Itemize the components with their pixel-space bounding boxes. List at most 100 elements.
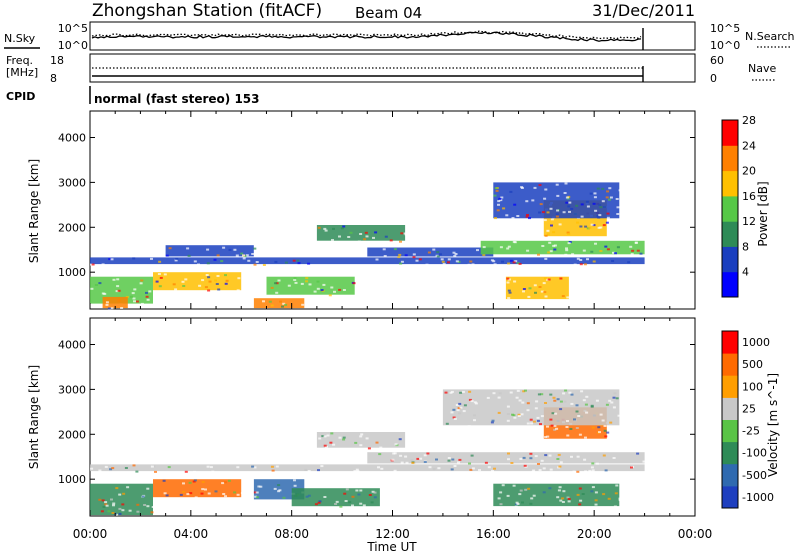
power-speckle <box>208 280 212 283</box>
velocity-speckle <box>150 511 154 514</box>
velocity-data-cells <box>90 389 646 516</box>
power-speckle <box>609 196 613 199</box>
velocity-speckle <box>487 466 491 469</box>
power-speckle <box>275 282 279 285</box>
velocity-speckle <box>614 492 618 495</box>
power-speckle <box>132 257 136 260</box>
velocity-speckle <box>435 458 438 461</box>
velocity-speckle <box>271 469 275 472</box>
velocity-speckle <box>522 456 526 459</box>
velocity-cell-7 <box>493 483 620 507</box>
velocity-speckle <box>118 512 122 515</box>
velocity-speckle <box>405 461 409 464</box>
velocity-speckle <box>548 454 552 457</box>
power-speckle <box>585 200 589 203</box>
velocity-speckle <box>227 479 231 482</box>
power-speckle <box>338 235 341 238</box>
power-speckle <box>584 225 588 228</box>
power-speckle <box>447 258 451 261</box>
velocity-speckle <box>512 484 516 487</box>
power-ytick-label-0: 1000 <box>58 266 86 279</box>
velocity-speckle <box>462 410 466 413</box>
power-speckle <box>495 189 499 192</box>
velocity-speckle <box>615 397 619 400</box>
velocity-speckle <box>515 501 519 504</box>
power-speckle <box>375 258 379 261</box>
velocity-ytick-label-0: 1000 <box>58 473 86 486</box>
velocity-speckle <box>604 435 608 438</box>
velocity-speckle <box>359 502 363 505</box>
power-speckle <box>605 221 609 224</box>
power-speckle <box>498 197 502 200</box>
velocity-speckle <box>618 499 622 502</box>
power-speckle <box>561 295 565 298</box>
velocity-speckle <box>598 431 601 434</box>
velocity-speckle <box>110 498 113 501</box>
power-speckle <box>242 257 246 260</box>
velocity-speckle <box>564 389 568 392</box>
power-speckle <box>528 287 532 290</box>
power-colorbar-swatches: 4 8 12 16 20 24 28 <box>721 114 756 298</box>
velocity-speckle <box>594 503 598 506</box>
velocity-speckle <box>542 491 546 494</box>
velocity-speckle <box>463 404 467 407</box>
power-speckle <box>340 227 344 230</box>
velocity-speckle <box>458 412 462 415</box>
velocity-speckle <box>115 513 119 516</box>
velocity-speckle <box>126 486 130 489</box>
power-speckle <box>279 300 282 303</box>
velocity-speckle <box>121 503 125 506</box>
freq-label-top: Freq. <box>6 54 33 67</box>
velocity-colorbar-frame <box>721 330 739 509</box>
power-speckle <box>543 291 547 294</box>
velocity-ytick-label-2: 3000 <box>58 383 86 396</box>
velocity-speckle <box>506 405 510 408</box>
velocity-colorbar-tick-3: 25 <box>742 402 756 415</box>
power-speckle <box>497 200 501 203</box>
velocity-speckle <box>124 467 128 469</box>
power-speckle <box>508 291 512 294</box>
power-speckle <box>307 262 311 265</box>
velocity-speckle <box>121 509 125 512</box>
velocity-speckle <box>399 454 403 457</box>
velocity-speckle <box>473 419 476 422</box>
velocity-speckle <box>609 421 613 424</box>
power-speckle <box>606 190 610 193</box>
power-speckle <box>240 252 244 255</box>
freq-panel-frame <box>89 53 696 83</box>
power-speckle <box>174 288 178 291</box>
power-speckle <box>542 282 546 285</box>
velocity-speckle <box>468 390 472 393</box>
velocity-speckle <box>154 470 157 473</box>
power-speckle <box>567 232 571 235</box>
power-speckle <box>277 279 281 282</box>
velocity-colorbar-tick-7: -1000 <box>742 491 774 504</box>
velocity-speckle <box>393 469 397 472</box>
power-speckle <box>115 290 119 293</box>
velocity-speckle <box>582 399 586 402</box>
velocity-speckle <box>104 465 108 468</box>
power-speckle <box>323 227 327 230</box>
power-speckle <box>618 189 622 192</box>
power-speckle <box>135 300 139 303</box>
velocity-speckle <box>357 493 361 496</box>
power-speckle <box>101 263 105 266</box>
power-speckle <box>555 183 559 186</box>
velocity-speckle <box>165 494 169 497</box>
power-speckle <box>469 260 473 263</box>
power-speckle <box>418 258 422 261</box>
power-speckle <box>506 247 510 250</box>
power-speckle <box>471 263 475 266</box>
velocity-speckle <box>304 468 308 471</box>
velocity-speckle <box>580 390 584 393</box>
power-speckle <box>629 245 633 248</box>
velocity-speckle <box>362 504 366 507</box>
velocity-speckle <box>317 501 321 504</box>
velocity-speckle <box>201 488 205 491</box>
velocity-colorbar-swatch-3 <box>722 419 738 443</box>
power-speckle <box>482 246 486 249</box>
power-speckle <box>359 233 363 235</box>
velocity-speckle <box>540 415 544 418</box>
power-speckle <box>145 291 148 294</box>
velocity-speckle <box>379 446 383 449</box>
